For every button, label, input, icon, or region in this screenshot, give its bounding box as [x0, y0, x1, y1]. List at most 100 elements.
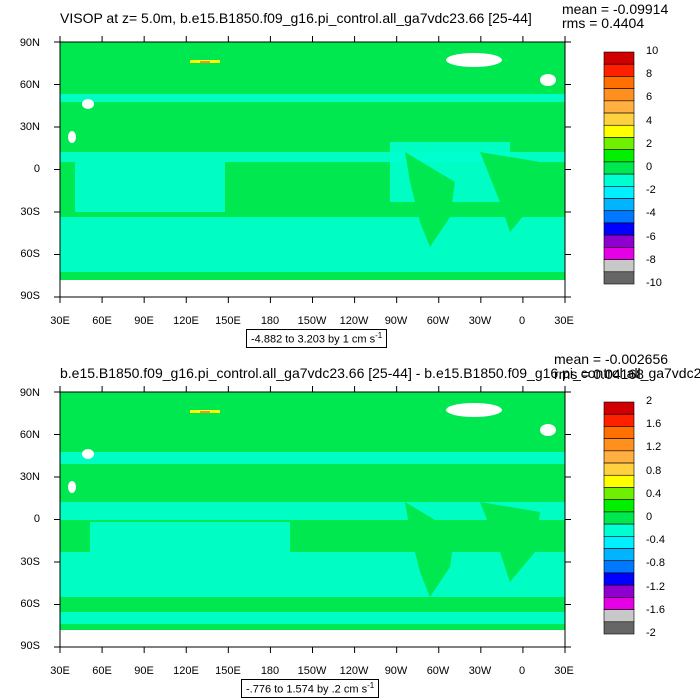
chart2-patch — [200, 411, 210, 413]
colorbar-swatch — [603, 198, 635, 212]
colorbar-swatch — [603, 523, 635, 537]
colorbar-swatch — [603, 621, 635, 635]
chart2-xlabel: 30E — [554, 665, 574, 677]
chart2-ylabel: 90N — [19, 387, 40, 399]
colorbar-label: 8 — [646, 68, 653, 81]
colorbar-label: 0 — [646, 511, 653, 523]
chart1-xlabel: 60E — [92, 315, 112, 327]
colorbar-swatch — [603, 499, 635, 513]
chart2-title: b.e15.B1850.f09_g16.pi_control.all_ga7vd… — [60, 365, 700, 381]
colorbar-swatch — [603, 548, 635, 562]
chart2-xlabel: 150E — [215, 665, 241, 677]
colorbar-swatch — [603, 124, 635, 138]
chart2-xlabel: 90W — [384, 665, 408, 677]
colorbar-swatch — [603, 112, 635, 126]
colorbar-swatch — [603, 450, 635, 464]
chart2-ylabel: 60S — [20, 598, 40, 610]
chart1-xlabel: 30E — [50, 315, 70, 327]
chart2-map — [54, 386, 571, 653]
chart1-xlabel: 90E — [134, 315, 154, 327]
colorbar-label: 2 — [646, 137, 653, 150]
colorbar-swatch — [603, 173, 635, 187]
colorbar-label: -0.8 — [646, 557, 665, 570]
colorbar-swatch — [603, 511, 635, 525]
chart2-field-band — [60, 552, 565, 597]
chart1-xlabel: 30W — [468, 315, 492, 327]
colorbar-swatch — [603, 597, 635, 610]
chart1-xlabel: 0 — [518, 315, 526, 327]
chart2-no-data — [68, 481, 76, 493]
colorbar-label: -2 — [646, 627, 656, 639]
chart1-xlabel: 180 — [260, 315, 280, 327]
chart2-xlabel: 30W — [468, 665, 492, 677]
colorbar-swatch — [603, 234, 635, 248]
colorbar-swatch — [603, 210, 635, 224]
chart2-continent — [480, 502, 540, 582]
chart2-field-band — [60, 502, 565, 520]
colorbar-swatch — [603, 401, 635, 415]
colorbar-label: 0.4 — [646, 487, 662, 500]
chart1-continent — [405, 152, 455, 247]
chart1-range-label: -4.882 to 3.203 by 1 cm s-1 — [246, 329, 388, 348]
chart2-ylabel: 0 — [33, 513, 40, 525]
chart2-xlabel: 30E — [50, 665, 70, 677]
colorbar-swatch — [603, 609, 635, 623]
chart2-no-data — [60, 630, 565, 647]
chart1-continent — [480, 152, 540, 232]
colorbar-label: 4 — [646, 114, 653, 127]
colorbar-swatch — [603, 100, 635, 114]
chart2-colorbar — [603, 401, 635, 635]
colorbar-label: -6 — [646, 230, 656, 243]
chart2-no-data — [446, 403, 502, 417]
chart1-colorbar — [603, 51, 635, 285]
chart2-xlabel: 60W — [426, 665, 450, 677]
colorbar-swatch — [603, 149, 635, 163]
chart2-field-band — [90, 522, 290, 552]
chart2-no-data — [540, 424, 556, 436]
colorbar-swatch — [603, 137, 635, 150]
chart1-ylabel: 0 — [33, 163, 40, 175]
colorbar-label: -1.2 — [646, 580, 665, 593]
chart1-ylabel: 60S — [20, 248, 40, 260]
chart2-xlabel: 120W — [339, 665, 369, 677]
chart2-field-band — [60, 452, 565, 464]
colorbar-swatch — [603, 63, 635, 77]
colorbar-swatch — [603, 186, 635, 199]
colorbar-label: 6 — [646, 91, 653, 104]
chart1-xlabel: 150W — [297, 315, 327, 327]
colorbar-swatch — [603, 584, 635, 598]
colorbar-swatch — [603, 76, 635, 89]
chart1-ylabel: 30S — [20, 206, 40, 218]
colorbar-swatch — [603, 413, 635, 427]
colorbar-label: -4 — [646, 207, 656, 220]
chart1-ylabel: 30N — [19, 121, 40, 133]
colorbar-label: 1.6 — [646, 418, 662, 431]
chart1-patch — [200, 61, 210, 63]
colorbar-swatch — [603, 271, 635, 285]
chart1-title: VISOP at z= 5.0m, b.e15.B1850.f09_g16.pi… — [60, 10, 532, 26]
colorbar-label: -10 — [646, 277, 662, 289]
chart1-no-data — [540, 74, 556, 86]
chart2-range-label: -.776 to 1.574 by .2 cm s-1 — [241, 679, 380, 698]
chart1-xlabel: 120W — [339, 315, 369, 327]
chart1-xlabel: 60W — [426, 315, 450, 327]
chart2-ylabel: 30S — [20, 556, 40, 568]
chart1-no-data — [446, 53, 502, 67]
chart1-ylabel: 60N — [19, 79, 40, 91]
chart1-ylabel: 90S — [20, 290, 40, 302]
colorbar-swatch — [603, 259, 635, 273]
chart2-xlabel: 0 — [518, 665, 526, 677]
chart1-no-data — [82, 99, 94, 109]
colorbar-label: 2 — [646, 395, 653, 407]
colorbar-swatch — [603, 88, 635, 102]
colorbar-swatch — [603, 222, 635, 236]
colorbar-swatch — [603, 487, 635, 500]
chart1-xlabel: 90W — [384, 315, 408, 327]
chart2-rms: rms = 0.04168 — [554, 366, 644, 382]
colorbar-label: -8 — [646, 253, 656, 266]
chart2-ylabel: 90S — [20, 640, 40, 652]
chart1-field-band — [60, 94, 565, 102]
colorbar-label: 10 — [646, 45, 659, 57]
chart2-xlabel: 150W — [297, 665, 327, 677]
colorbar-swatch — [603, 462, 635, 476]
